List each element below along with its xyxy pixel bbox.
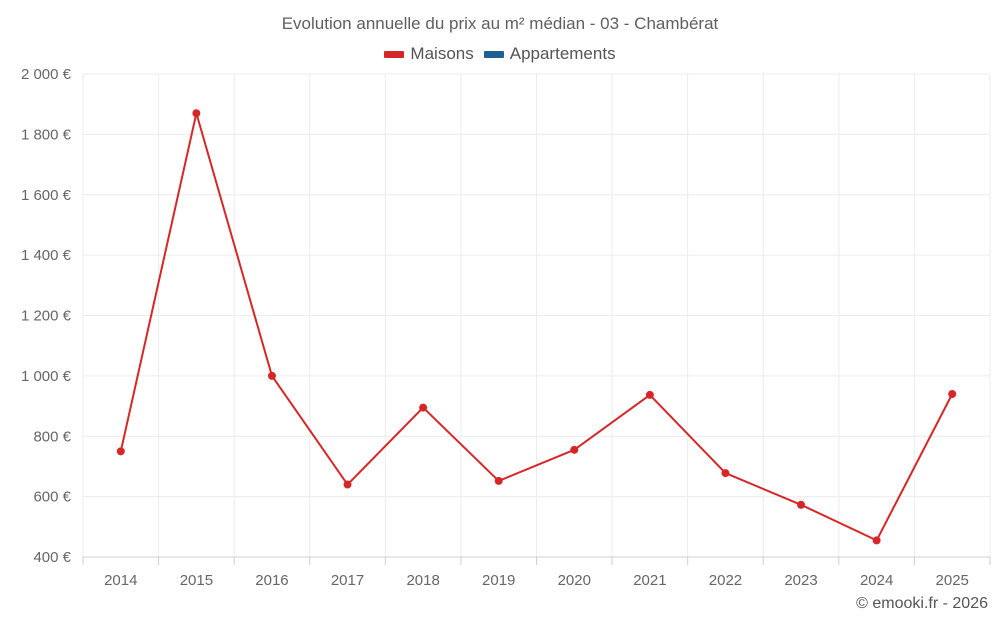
legend: Maisons Appartements [0,44,1000,64]
y-tick-label: 800 € [33,428,71,445]
data-point[interactable] [116,447,125,456]
legend-swatch-appartements [483,50,504,58]
data-point[interactable] [494,476,503,485]
data-point[interactable] [721,469,730,478]
x-tick-label: 2019 [482,572,515,589]
data-point[interactable] [419,403,428,412]
x-tick-label: 2024 [860,572,893,589]
x-tick-label: 2015 [180,572,213,589]
chart-title: Evolution annuelle du prix au m² médian … [281,14,719,33]
x-tick-label: 2021 [633,572,666,589]
data-point[interactable] [192,109,201,118]
y-tick-label: 1 600 € [21,187,72,204]
data-point[interactable] [872,536,881,545]
data-point[interactable] [948,389,957,398]
data-point[interactable] [797,500,806,509]
x-tick-label: 2020 [558,572,591,589]
y-tick-label: 1 400 € [21,247,72,264]
grid [82,73,991,557]
x-tick-label: 2016 [255,572,288,589]
legend-label-maisons: Maisons [410,44,474,63]
legend-swatch-maisons [384,50,405,58]
series-layer [116,109,957,545]
y-tick-label: 400 € [33,549,71,566]
y-tick-label: 2 000 € [21,66,72,83]
x-tick-label: 2022 [709,572,742,589]
y-tick-label: 1 200 € [21,308,72,325]
y-tick-label: 1 800 € [21,126,72,143]
x-tick-label: 2017 [331,572,364,589]
x-axis: 2014 2015 2016 2017 2018 2019 2020 2021 2022 2023… [82,556,991,589]
data-point[interactable] [267,371,276,380]
y-tick-label: 600 € [33,489,71,506]
x-tick-label: 2023 [784,572,817,589]
legend-label-appartements: Appartements [509,44,616,63]
legend-item-appartements[interactable]: Appartements [483,44,616,64]
x-tick-label: 2014 [104,572,137,589]
y-tick-label: 1 000 € [21,368,72,385]
data-point[interactable] [570,445,579,454]
credit: © emooki.fr - 2026 [856,595,988,612]
data-point[interactable] [645,390,654,399]
data-point[interactable] [343,480,352,489]
legend-item-maisons[interactable]: Maisons [384,44,474,64]
series-line-maisons [119,112,954,542]
x-tick-label: 2025 [936,572,969,589]
y-axis: 400 € 600 € 800 € 1 000 € 1 200 € 1 400 € 1 60… [21,66,72,566]
x-tick-label: 2018 [406,572,439,589]
